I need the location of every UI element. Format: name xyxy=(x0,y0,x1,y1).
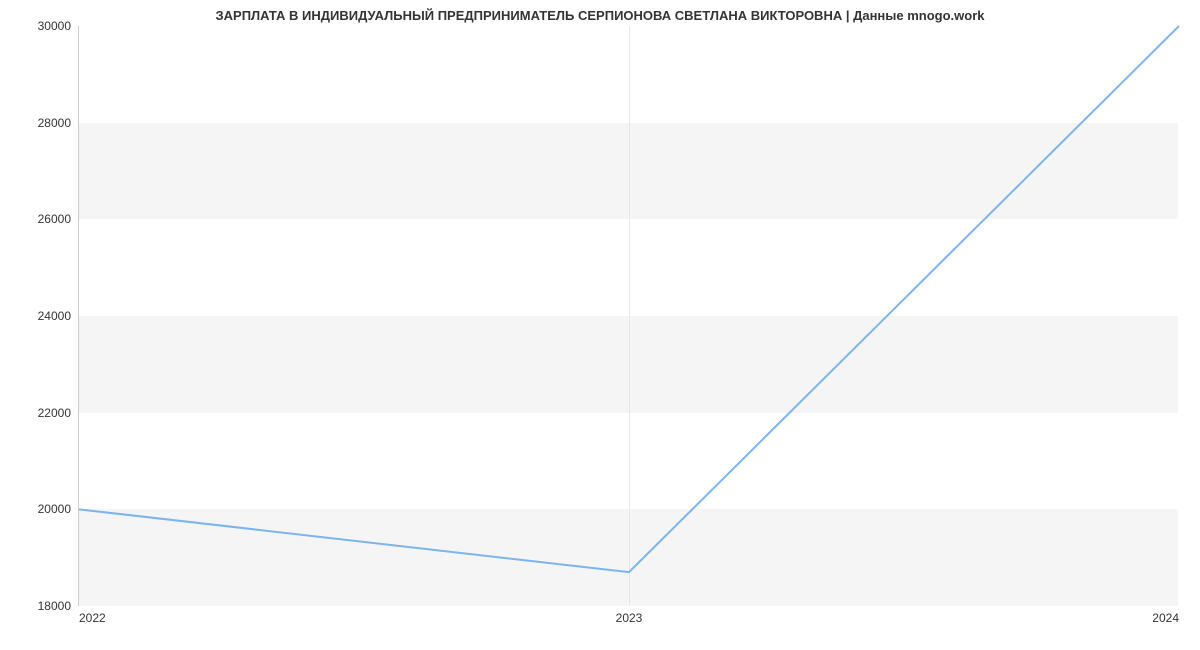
x-tick-label: 2022 xyxy=(79,605,106,625)
y-tick-label: 26000 xyxy=(38,212,79,226)
y-tick-label: 20000 xyxy=(38,502,79,516)
salary-line-chart: ЗАРПЛАТА В ИНДИВИДУАЛЬНЫЙ ПРЕДПРИНИМАТЕЛ… xyxy=(0,0,1200,650)
y-tick-label: 28000 xyxy=(38,116,79,130)
y-tick-label: 22000 xyxy=(38,406,79,420)
plot-area: 1800020000220002400026000280003000020222… xyxy=(78,26,1178,606)
y-tick-label: 18000 xyxy=(38,599,79,613)
y-tick-label: 30000 xyxy=(38,19,79,33)
x-tick-label: 2023 xyxy=(616,605,643,625)
chart-title: ЗАРПЛАТА В ИНДИВИДУАЛЬНЫЙ ПРЕДПРИНИМАТЕЛ… xyxy=(0,8,1200,23)
line-layer xyxy=(79,26,1179,606)
y-tick-label: 24000 xyxy=(38,309,79,323)
x-tick-label: 2024 xyxy=(1152,605,1179,625)
series-line-salary xyxy=(79,26,1179,572)
